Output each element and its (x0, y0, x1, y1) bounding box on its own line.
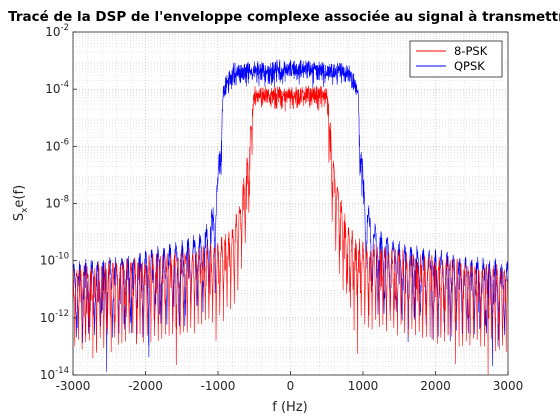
series-lines (72, 59, 509, 375)
x-tick-label: 3000 (493, 379, 524, 393)
x-tick-label: 1000 (348, 379, 379, 393)
legend-box (409, 40, 503, 78)
y-tick-label: 10-2 (45, 23, 69, 39)
legend: 8-PSK QPSK (409, 40, 503, 78)
x-axis-label: f (Hz) (272, 400, 307, 415)
x-tick-label: -3000 (56, 379, 91, 393)
x-tick-label: 0 (287, 379, 295, 393)
y-tick-label: 10-6 (45, 137, 69, 153)
axis-ticks: -3000 -2000 -1000 0 1000 2000 3000 10-14 10-12 10… (40, 23, 523, 393)
x-tick-label: 2000 (420, 379, 451, 393)
series-line-8psk (72, 85, 509, 375)
y-tick-label: 10-8 (45, 195, 69, 211)
y-tick-label: 10-12 (40, 309, 69, 325)
legend-label-qpsk: QPSK (454, 59, 485, 73)
x-tick-label: -1000 (201, 379, 236, 393)
chart-title: Tracé de la DSP de l'enveloppe complexe … (8, 9, 560, 25)
y-axis-label: Sxe(f) (12, 185, 30, 221)
legend-label-8psk: 8-PSK (454, 44, 488, 58)
x-tick-label: -2000 (128, 379, 163, 393)
y-tick-label: 10-4 (45, 80, 69, 96)
grid (72, 31, 509, 376)
y-tick-label: 10-14 (40, 366, 69, 382)
y-tick-label: 10-10 (40, 252, 69, 268)
